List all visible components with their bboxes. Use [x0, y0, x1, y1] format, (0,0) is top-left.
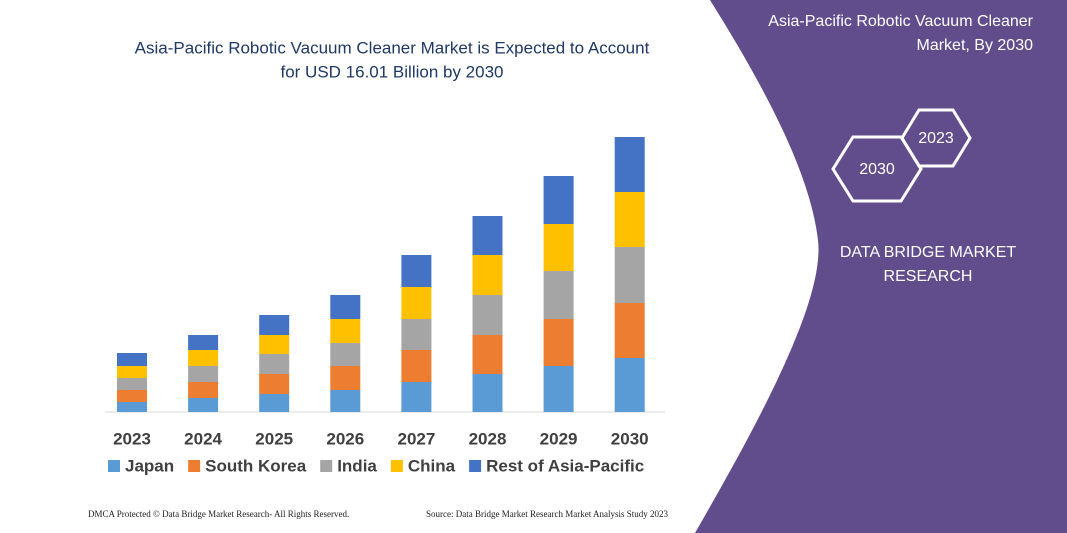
footer-right: Source: Data Bridge Market Research Mark… — [426, 509, 668, 519]
bar-segment — [259, 374, 290, 394]
bar-segment — [472, 216, 503, 255]
chart-title: Asia-Pacific Robotic Vacuum Cleaner Mark… — [135, 38, 650, 57]
legend-swatch — [320, 460, 333, 472]
side-panel — [695, 0, 1067, 533]
bar-segment — [259, 315, 290, 335]
bar-segment — [543, 176, 574, 224]
bar-segment — [401, 287, 432, 319]
legend-swatch — [390, 460, 403, 472]
x-tick-label: 2030 — [611, 429, 649, 448]
x-tick-label: 2026 — [326, 429, 364, 448]
bar-segment — [188, 382, 219, 398]
bar-segment — [614, 192, 645, 247]
bar-segment — [614, 358, 645, 412]
hexagon-label: 2023 — [918, 130, 954, 147]
bar-segment — [472, 374, 503, 412]
legend-label: Rest of Asia-Pacific — [486, 456, 644, 475]
bar-segment — [188, 335, 219, 350]
bar-segment — [472, 295, 503, 335]
x-tick-label: 2025 — [255, 429, 293, 448]
chart-title: for USD 16.01 Billion by 2030 — [280, 62, 503, 81]
side-title: Market, By 2030 — [917, 37, 1034, 54]
footer-left: DMCA Protected © Data Bridge Market Rese… — [88, 509, 349, 519]
bar-segment — [472, 335, 503, 374]
hexagon — [831, 135, 923, 203]
bar-segment — [330, 366, 361, 390]
bar-segment — [117, 390, 147, 402]
bar-segment — [117, 378, 147, 390]
bar-segment — [117, 353, 147, 366]
bar-segment — [614, 303, 645, 358]
bar-segment — [330, 319, 361, 343]
legend-label: India — [337, 456, 377, 475]
legend-label: South Korea — [205, 456, 307, 475]
x-tick-label: 2023 — [113, 429, 151, 448]
bar-segment — [259, 394, 290, 412]
x-tick-label: 2024 — [184, 429, 222, 448]
side-title: Asia-Pacific Robotic Vacuum Cleaner — [768, 13, 1033, 30]
bar-segment — [330, 343, 361, 366]
bar-segment — [259, 335, 290, 354]
legend-label: Japan — [125, 456, 174, 475]
bar-segment — [401, 350, 432, 382]
x-tick-label: 2028 — [469, 429, 507, 448]
bar-segment — [472, 255, 503, 295]
x-tick-label: 2027 — [397, 429, 435, 448]
bar-segment — [614, 137, 645, 192]
bar-segment — [543, 319, 574, 366]
bar-segment — [330, 295, 361, 319]
legend-label: China — [408, 456, 456, 475]
bar-segment — [543, 224, 574, 271]
bar-segment — [614, 247, 645, 303]
legend-swatch — [469, 460, 482, 472]
bar-segment — [330, 390, 361, 412]
brand-label: RESEARCH — [884, 268, 973, 285]
x-tick-label: 2029 — [540, 429, 578, 448]
plot — [117, 137, 645, 412]
bar-segment — [188, 350, 219, 366]
bar-segment — [543, 366, 574, 412]
bar-segment — [401, 382, 432, 412]
bar-segment — [188, 398, 219, 412]
legend-swatch — [108, 460, 120, 472]
legend-swatch — [188, 460, 201, 472]
bar-segment — [401, 255, 432, 287]
bar-segment — [401, 319, 432, 350]
bar-segment — [188, 366, 219, 382]
bar-segment — [259, 354, 290, 374]
bar-segment — [117, 366, 147, 378]
brand-label: DATA BRIDGE MARKET — [840, 244, 1017, 261]
bar-segment — [117, 402, 147, 412]
hexagon-label: 2030 — [859, 161, 895, 178]
bar-segment — [543, 271, 574, 319]
